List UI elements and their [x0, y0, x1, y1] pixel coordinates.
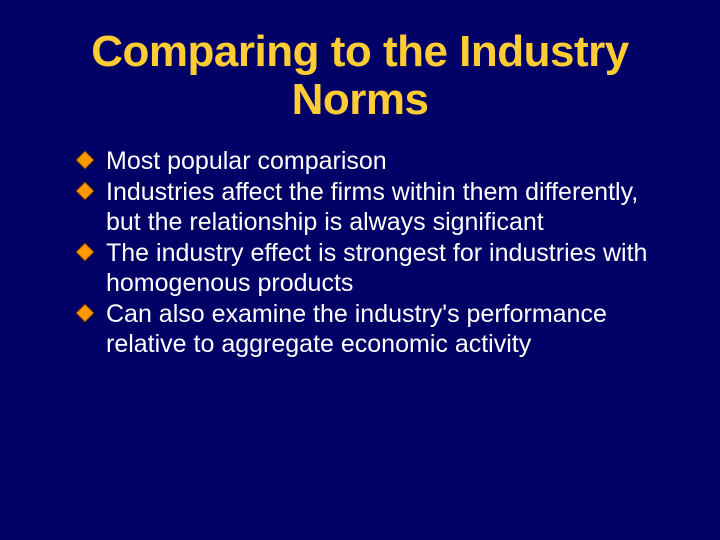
diamond-icon [76, 151, 94, 169]
bullet-list: Most popular comparison Industries affec… [56, 147, 664, 360]
diamond-icon [76, 243, 94, 261]
list-item: Can also examine the industry's performa… [76, 300, 664, 359]
list-item: Most popular comparison [76, 147, 664, 177]
bullet-text: The industry effect is strongest for ind… [106, 239, 647, 297]
bullet-text: Can also examine the industry's performa… [106, 300, 607, 358]
list-item: Industries affect the firms within them … [76, 178, 664, 237]
bullet-text: Industries affect the firms within them … [106, 178, 638, 236]
slide: Comparing to the Industry Norms Most pop… [0, 0, 720, 540]
list-item: The industry effect is strongest for ind… [76, 239, 664, 298]
slide-title: Comparing to the Industry Norms [56, 28, 664, 125]
bullet-text: Most popular comparison [106, 147, 387, 175]
diamond-icon [76, 304, 94, 322]
diamond-icon [76, 182, 94, 200]
